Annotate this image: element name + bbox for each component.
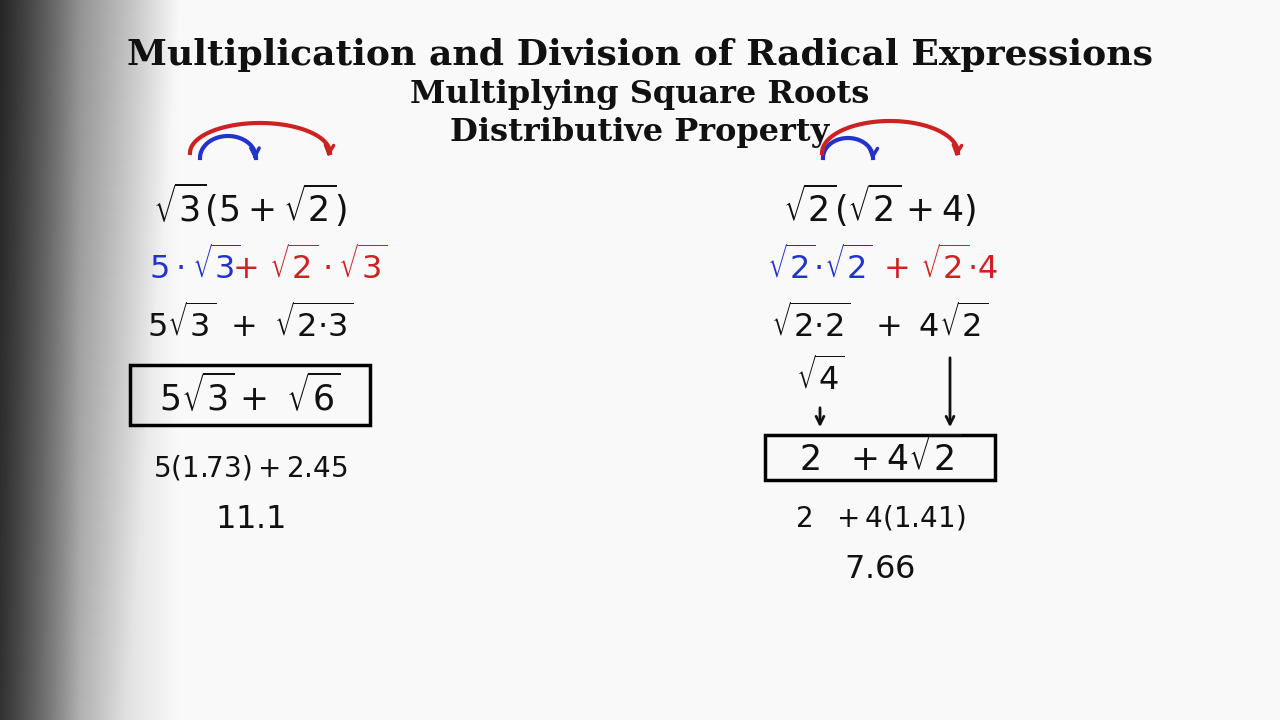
Bar [765,435,995,480]
Text: $2\ \ +4\sqrt{2}$: $2\ \ +4\sqrt{2}$ [799,436,961,478]
Text: Multiplying Square Roots: Multiplying Square Roots [411,79,869,110]
Text: $2\ \ +4(1.41)$: $2\ \ +4(1.41)$ [795,503,965,533]
Text: $5(1.73)+2.45$: $5(1.73)+2.45$ [152,454,347,482]
Text: $\sqrt{2}(\sqrt{2}+4)$: $\sqrt{2}(\sqrt{2}+4)$ [783,181,977,228]
Text: $\sqrt{4}$: $\sqrt{4}$ [796,358,845,398]
Text: $5\cdot\sqrt{3}$: $5\cdot\sqrt{3}$ [148,247,241,287]
Text: Distributive Property: Distributive Property [451,117,829,148]
Text: Multiplication and Division of Radical Expressions: Multiplication and Division of Radical E… [127,38,1153,72]
Text: $\sqrt{3}(5+\sqrt{2})$: $\sqrt{3}(5+\sqrt{2})$ [154,181,347,229]
Bar [131,365,370,425]
Text: $11.1$: $11.1$ [215,505,285,536]
Text: $\sqrt{2}{\cdot}\sqrt{2}$: $\sqrt{2}{\cdot}\sqrt{2}$ [767,247,873,287]
Text: $\sqrt{2{\cdot}2}\ \ +\ 4\sqrt{2}$: $\sqrt{2{\cdot}2}\ \ +\ 4\sqrt{2}$ [772,305,988,345]
Text: $+\ \sqrt{2}\cdot\sqrt{3}$: $+\ \sqrt{2}\cdot\sqrt{3}$ [232,247,388,287]
Text: $5\sqrt{3}+\ \sqrt{6}$: $5\sqrt{3}+\ \sqrt{6}$ [159,373,340,417]
Text: $7.66$: $7.66$ [845,554,915,585]
Text: $+\ \sqrt{2}{\cdot}4$: $+\ \sqrt{2}{\cdot}4$ [883,247,997,287]
Text: $5\sqrt{3}\ +\ \sqrt{2{\cdot}3}$: $5\sqrt{3}\ +\ \sqrt{2{\cdot}3}$ [147,305,353,345]
